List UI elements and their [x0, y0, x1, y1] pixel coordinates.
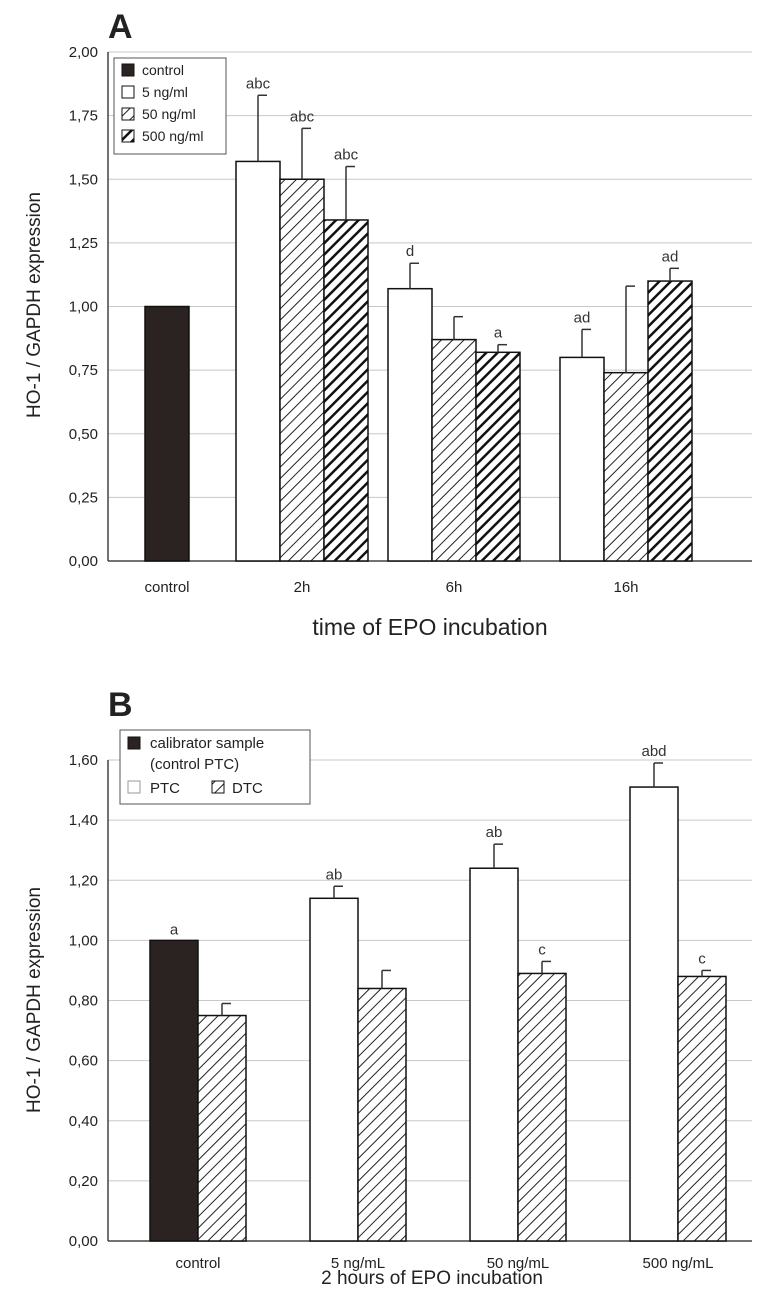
legend-swatch: [121, 85, 135, 99]
legend-swatch: [121, 129, 135, 143]
bar: [387, 287, 433, 562]
legend-label: 50 ng/ml: [142, 106, 196, 122]
significance-label: abc: [334, 147, 359, 164]
panel-a-x-axis-label: time of EPO incubation: [312, 614, 547, 640]
x-tick-label: 500 ng/mL: [643, 1255, 714, 1272]
panel-b-bars: a ab ab c abd c: [149, 743, 727, 1242]
significance-label: ad: [574, 309, 591, 326]
bar: [357, 987, 407, 1242]
bar: [475, 351, 521, 562]
legend-label: PTC: [150, 780, 180, 797]
x-tick-label: 6h: [446, 579, 463, 596]
significance-label: a: [494, 325, 503, 342]
significance-label: d: [406, 243, 414, 260]
panel-b-y-ticks: 0,00 0,20 0,40 0,60 0,80 1,00 1,20 1,40 1,60: [69, 752, 98, 1250]
y-tick-label: 2,00: [69, 44, 98, 61]
x-tick-label: 16h: [613, 579, 638, 596]
bar: [279, 178, 325, 562]
bar: [431, 338, 477, 562]
significance-label: abc: [290, 108, 315, 125]
x-tick-label: 50 ng/mL: [487, 1255, 550, 1272]
panel-b-x-ticks: control 5 ng/mL 50 ng/mL 500 ng/mL: [175, 1255, 713, 1272]
legend-swatch: [127, 780, 141, 794]
y-tick-label: 1,20: [69, 872, 98, 889]
panel-a-legend: control 5 ng/ml 50 ng/ml 500 ng/ml: [113, 57, 227, 155]
significance-label: ab: [326, 866, 343, 883]
legend-swatch: [211, 780, 225, 794]
panel-b-legend: calibrator sample (control PTC) PTC DTC: [119, 729, 311, 805]
bar: [647, 280, 693, 562]
bar: [309, 897, 359, 1242]
significance-label: ad: [662, 248, 679, 265]
x-tick-label: control: [144, 579, 189, 596]
significance-label: ab: [486, 824, 503, 841]
bar: [197, 1014, 247, 1242]
y-tick-label: 0,40: [69, 1113, 98, 1130]
panel-b-letter: B: [108, 686, 133, 724]
x-tick-label: control: [175, 1255, 220, 1272]
bar: [603, 371, 649, 562]
bar: [323, 219, 369, 562]
legend-swatch: [121, 107, 135, 121]
significance-label: c: [698, 950, 706, 967]
bar: [677, 975, 727, 1242]
y-tick-label: 1,25: [69, 235, 98, 252]
y-tick-label: 0,80: [69, 993, 98, 1010]
significance-label: abd: [641, 743, 666, 760]
legend-label: 5 ng/ml: [142, 84, 188, 100]
legend-label: DTC: [232, 780, 263, 797]
y-tick-label: 0,20: [69, 1173, 98, 1190]
y-tick-label: 1,00: [69, 299, 98, 316]
panel-a-letter: A: [108, 8, 133, 46]
legend-label: 500 ng/ml: [142, 128, 203, 144]
legend-label: (control PTC): [150, 756, 239, 773]
y-tick-label: 0,75: [69, 362, 98, 379]
y-tick-label: 1,75: [69, 108, 98, 125]
y-tick-label: 0,25: [69, 489, 98, 506]
panel-a-y-ticks: 0,00 0,25 0,50 0,75 1,00 1,25 1,50 1,75 2,00: [69, 44, 98, 570]
y-tick-label: 1,00: [69, 932, 98, 949]
bar: [235, 160, 281, 562]
x-tick-label: 2h: [294, 579, 311, 596]
panel-b-chart: B a ab ab c abd c 0,00 0,20 0,40 0,60 0,80 1,00 1,2…: [24, 686, 752, 1289]
bar: [517, 972, 567, 1242]
panel-b-y-axis-label: HO-1 / GAPDH expression: [24, 887, 45, 1113]
y-tick-label: 1,40: [69, 812, 98, 829]
bar: [469, 867, 519, 1242]
legend-swatch: [127, 736, 141, 750]
y-tick-label: 1,50: [69, 171, 98, 188]
panel-a-y-axis-label: HO-1 / GAPDH expression: [24, 192, 45, 418]
y-tick-label: 0,00: [69, 1233, 98, 1250]
y-tick-label: 0,00: [69, 553, 98, 570]
panel-b-x-axis-label: 2 hours of EPO incubation: [321, 1268, 543, 1289]
panel-a-chart: A abc abc abc d a ad ad 0,00 0,25 0,50 0,75 1,00 1,…: [24, 8, 752, 640]
bar: [559, 356, 605, 562]
x-tick-label: 5 ng/mL: [331, 1255, 385, 1272]
legend-label: calibrator sample: [150, 735, 264, 752]
y-tick-label: 1,60: [69, 752, 98, 769]
significance-label: abc: [246, 75, 271, 92]
legend-swatch: [121, 63, 135, 77]
bar: [629, 786, 679, 1242]
bar: [144, 305, 190, 562]
legend-label: control: [142, 62, 184, 78]
y-tick-label: 0,50: [69, 426, 98, 443]
bar: [149, 939, 199, 1242]
significance-label: a: [170, 921, 179, 938]
panel-a-bars: abc abc abc d a ad ad: [144, 75, 693, 562]
significance-label: c: [538, 941, 546, 958]
panel-a-x-ticks: control 2h 6h 16h: [144, 579, 638, 596]
y-tick-label: 0,60: [69, 1053, 98, 1070]
